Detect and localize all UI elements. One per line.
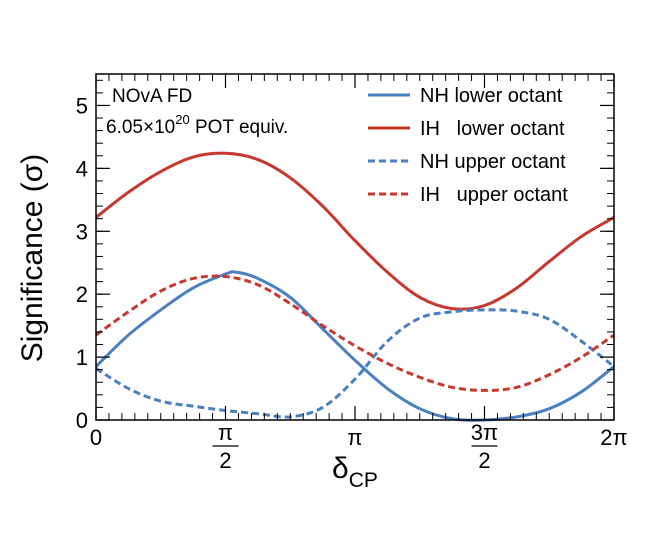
series-line-2 [95,151,615,311]
legend: NH lower octant IH lower octant NH upper o… [368,85,568,206]
series-line-1 [94,270,615,422]
x-axis-title-main: δ [332,452,349,485]
info-line-1: NOvA FD [112,86,192,107]
series-line-4 [95,274,615,392]
y-tick-label: 2 [76,282,88,307]
info-line-2-prefix: 6.05×10 [106,117,175,138]
x-tick-label-denominator: 2 [478,448,490,473]
x-tick-label-numerator: 3π [471,420,498,445]
legend-label-3: NH upper octant [420,151,566,173]
x-axis-title: δCP [332,452,378,492]
x-tick-label: 2π [600,425,627,450]
y-tick-label: 5 [76,93,88,118]
x-tick-label: π [347,425,362,450]
legend-label-2: IH lower octant [420,118,565,140]
info-line-2-suffix: POT equiv. [190,117,289,138]
info-line-2-exp: 20 [175,112,189,127]
x-axis-title-sub: CP [349,469,378,492]
series-line-3 [95,308,615,419]
y-tick-label: 4 [76,156,88,181]
y-tick-label: 1 [76,345,88,370]
x-tick-label-denominator: 2 [219,448,231,473]
y-axis-title: Significance (σ) [16,154,49,363]
legend-label-1: NH lower octant [420,85,563,107]
x-tick-label: 0 [90,425,102,450]
series-layer [94,151,615,422]
x-tick-label-numerator: π [218,420,233,445]
axis-ticks [95,74,615,421]
y-tick-label: 3 [76,219,88,244]
info-line-2: 6.05×1020 POT equiv. [106,112,288,138]
y-tick-label: 0 [76,408,88,433]
legend-label-4: IH upper octant [420,184,568,206]
